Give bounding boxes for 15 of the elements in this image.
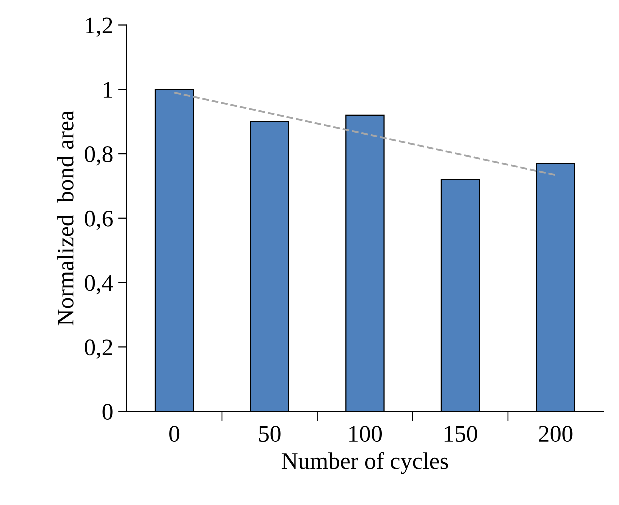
y-tick-label: 1,2 xyxy=(86,18,112,38)
y-axis-title: Normalized bond area xyxy=(57,110,74,326)
x-tick-label: 50 xyxy=(259,426,281,442)
x-tick-label: 0 xyxy=(170,426,180,442)
x-tick-label: 200 xyxy=(539,426,573,442)
y-tick-label: 0,4 xyxy=(85,275,114,295)
line-series xyxy=(174,92,557,176)
x-tick-label: 100 xyxy=(350,426,382,442)
y-tick-label: 0,6 xyxy=(85,210,113,230)
y-tick-label: 0,2 xyxy=(85,340,112,360)
y-tick-label: 1 xyxy=(104,82,112,98)
x-axis-title: Number of cycles xyxy=(282,452,448,474)
x-tick-label: 150 xyxy=(444,426,478,442)
y-tick-label: 0 xyxy=(102,404,113,420)
y-tick-label: 0,8 xyxy=(85,146,113,166)
